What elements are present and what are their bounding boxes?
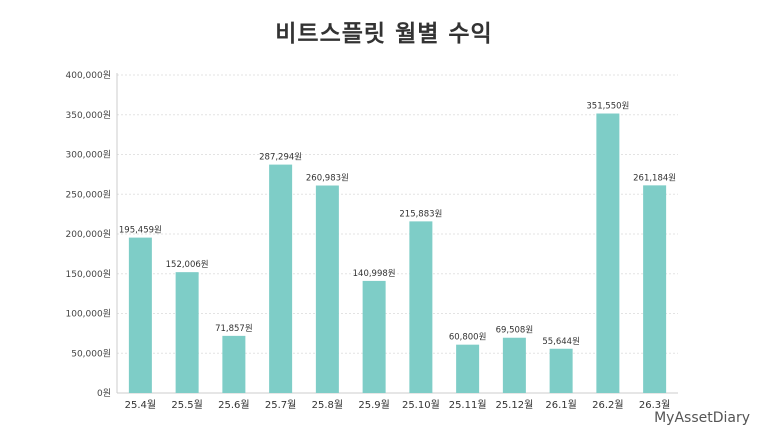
x-tick-label: 25.7월 [265, 399, 296, 411]
y-tick-label: 400,000원 [66, 70, 112, 81]
bar [128, 237, 152, 393]
y-tick-label: 150,000원 [66, 269, 112, 280]
x-tick-label: 26.2월 [592, 399, 623, 411]
x-tick-label: 25.12월 [495, 399, 533, 411]
bar [502, 337, 526, 393]
bar [222, 335, 246, 393]
x-tick-label: 25.4월 [125, 399, 156, 411]
x-tick-label: 26.1월 [545, 399, 576, 411]
x-tick-label: 25.8월 [312, 399, 343, 411]
bar-data-label: 55,644원 [542, 337, 580, 347]
bar-data-label: 140,998원 [353, 269, 396, 279]
bar [175, 272, 199, 393]
y-tick-label: 350,000원 [66, 110, 112, 121]
bar-data-label: 69,508원 [496, 326, 534, 336]
x-tick-label: 25.6월 [218, 399, 249, 411]
bar [549, 348, 573, 393]
bar-data-label: 60,800원 [449, 333, 487, 343]
bar [643, 185, 667, 393]
y-tick-label: 50,000원 [71, 348, 111, 359]
x-tick-label: 26.3월 [639, 399, 670, 411]
bar-data-label: 260,983원 [306, 174, 349, 184]
y-tick-label: 100,000원 [66, 309, 112, 320]
bar-data-label: 351,550원 [586, 102, 629, 112]
bar-data-label: 287,294원 [259, 153, 302, 163]
bar-data-label: 71,857원 [215, 324, 253, 334]
bar-data-label: 195,459원 [119, 226, 162, 236]
bar-data-label: 152,006원 [166, 260, 209, 270]
bar [362, 280, 386, 393]
bar [315, 185, 339, 393]
y-tick-label: 0원 [97, 388, 111, 399]
x-tick-label: 25.9월 [358, 399, 389, 411]
bar-data-label: 261,184원 [633, 173, 676, 183]
watermark: MyAssetDiary [654, 410, 750, 426]
y-tick-label: 300,000원 [66, 150, 112, 161]
bar [409, 221, 433, 393]
chart-title: 비트스플릿 월별 수익 [275, 21, 493, 47]
bar-data-label: 215,883원 [399, 209, 442, 219]
y-tick-label: 200,000원 [66, 229, 112, 240]
x-tick-label: 25.5월 [171, 399, 202, 411]
bar [456, 344, 480, 393]
bar [269, 164, 293, 393]
bar [596, 113, 620, 393]
y-tick-label: 250,000원 [66, 189, 112, 200]
x-tick-label: 25.10월 [402, 399, 440, 411]
x-tick-label: 25.11월 [449, 399, 487, 411]
